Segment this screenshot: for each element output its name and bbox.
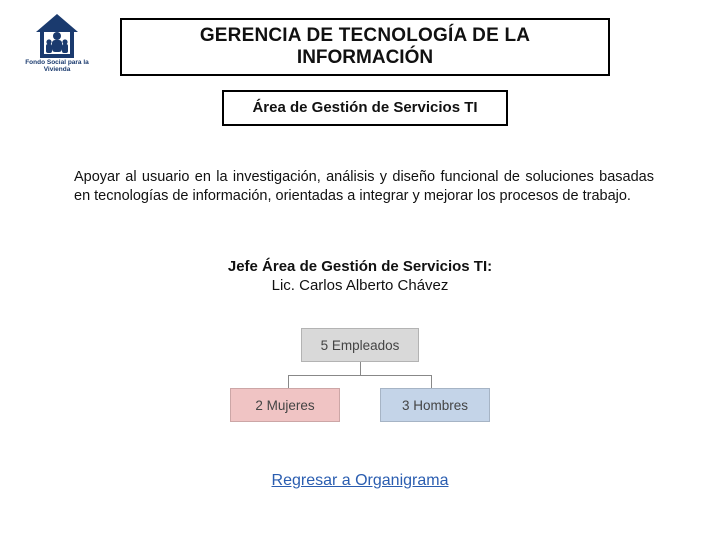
org-node-men: 3 Hombres [380, 388, 490, 422]
back-link-container: Regresar a Organigrama [0, 472, 720, 490]
org-node-total: 5 Empleados [301, 328, 419, 362]
org-total-label: 5 Empleados [321, 338, 400, 353]
back-link[interactable]: Regresar a Organigrama [272, 472, 449, 489]
org-node-women: 2 Mujeres [230, 388, 340, 422]
chief-title: Jefe Área de Gestión de Servicios TI: [0, 258, 720, 275]
main-title-box: GERENCIA DE TECNOLOGÍA DE LA INFORMACIÓN [120, 18, 610, 76]
chief-block: Jefe Área de Gestión de Servicios TI: Li… [0, 258, 720, 294]
org-men-label: 3 Hombres [402, 398, 468, 413]
description-paragraph: Apoyar al usuario en la investigación, a… [74, 168, 654, 205]
org-children-row: 2 Mujeres 3 Hombres [230, 388, 490, 422]
org-logo: Fondo Social para la Vivienda [18, 12, 96, 73]
house-family-icon [30, 12, 84, 58]
org-chart: 5 Empleados 2 Mujeres 3 Hombres [0, 328, 720, 422]
org-women-label: 2 Mujeres [255, 398, 314, 413]
subtitle-text: Área de Gestión de Servicios TI [252, 99, 477, 116]
logo-caption: Fondo Social para la Vivienda [18, 60, 96, 73]
subtitle-box: Área de Gestión de Servicios TI [222, 90, 508, 126]
org-connector [260, 362, 460, 388]
title-line-1: GERENCIA DE TECNOLOGÍA DE LA [132, 25, 598, 47]
chief-name: Lic. Carlos Alberto Chávez [0, 277, 720, 294]
title-line-2: INFORMACIÓN [132, 47, 598, 69]
